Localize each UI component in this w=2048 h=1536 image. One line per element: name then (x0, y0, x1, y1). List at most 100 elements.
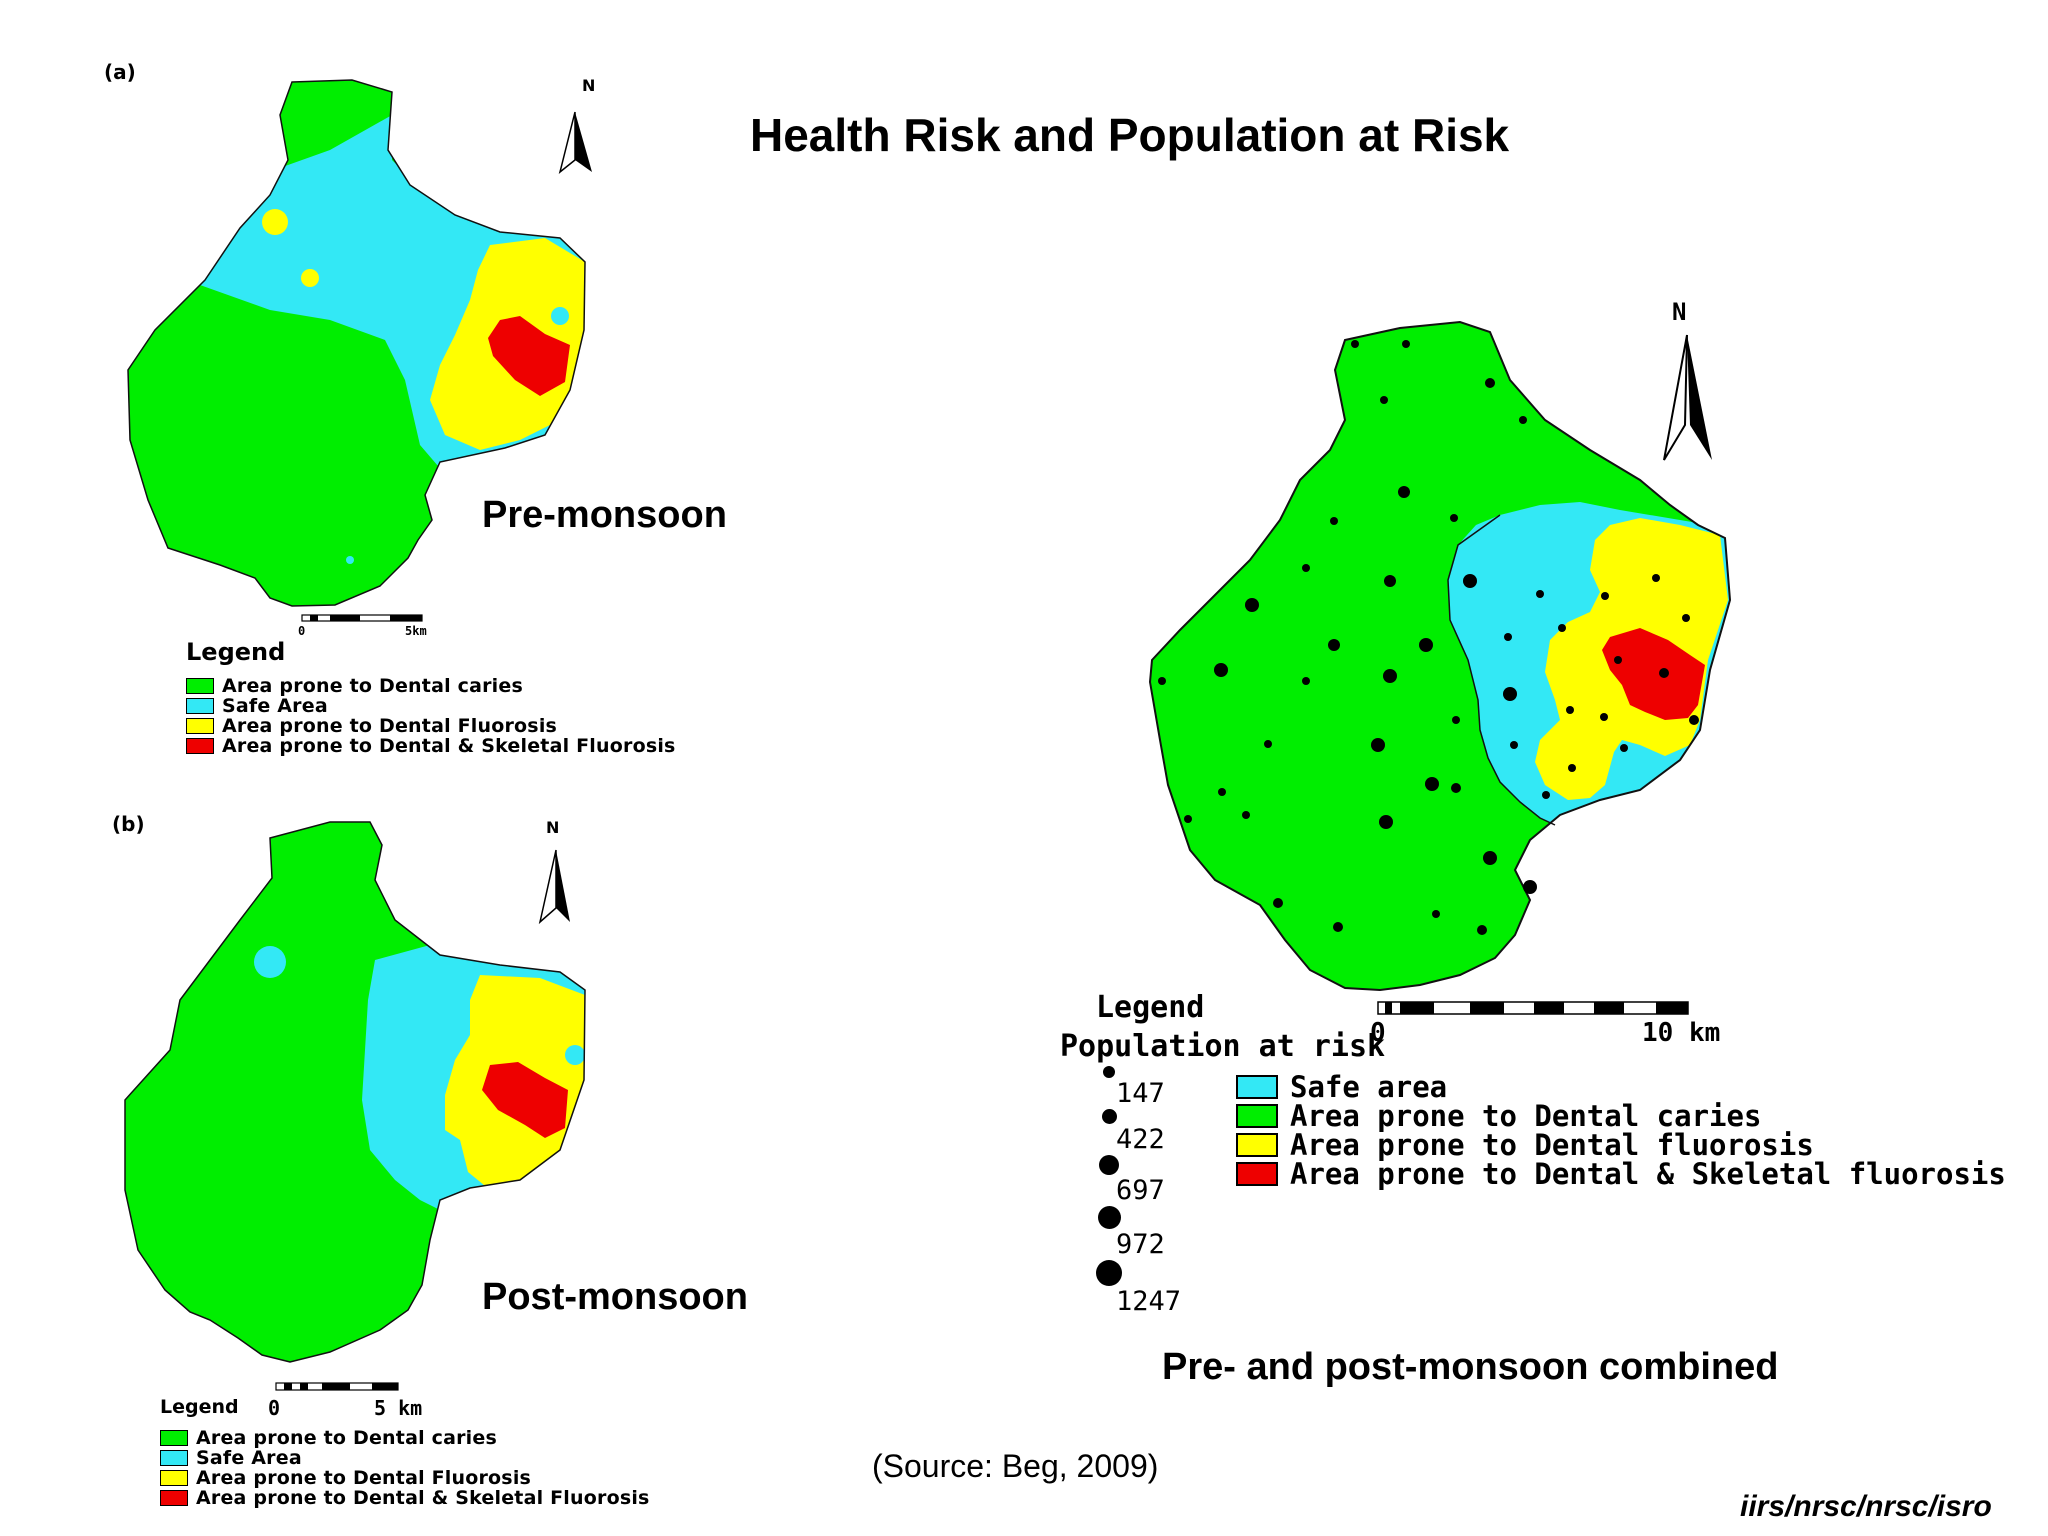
population-dot (1273, 898, 1283, 908)
population-dot (1503, 687, 1517, 701)
population-dot (1384, 575, 1396, 587)
map-a-fluorosis-patch (262, 209, 288, 235)
legend-label: Area prone to Dental Fluorosis (222, 715, 558, 737)
map-a-legend: Legend Area prone to Dental caries Safe … (186, 638, 676, 757)
panel-label-b: (b) (112, 812, 145, 836)
legend-label: Area prone to Dental Fluorosis (196, 1467, 532, 1489)
combined-safe-boundary (1447, 514, 1556, 826)
population-dot (1302, 564, 1310, 572)
population-dot (1302, 677, 1310, 685)
map-b-legend-title: Legend (160, 1396, 239, 1418)
population-dot (1328, 639, 1340, 651)
combined-outline (1148, 320, 1732, 992)
population-dot (1380, 396, 1388, 404)
population-dot (1558, 624, 1566, 632)
combined-legend-subtitle: Population at risk (1060, 1029, 1386, 1064)
category-legend-item: Safe area (1236, 1069, 2006, 1104)
population-legend-item: 972 (1096, 1206, 1181, 1260)
population-dot (1519, 416, 1527, 424)
category-legend-item: Area prone to Dental caries (1236, 1099, 2006, 1133)
swatch-skeletal (186, 738, 214, 754)
population-dot (1601, 592, 1609, 600)
credit-footer: iirs/nrsc/nrsc/isro (1740, 1490, 1992, 1523)
map-a-fluorosis-patch (301, 269, 319, 287)
population-dot (1614, 656, 1622, 664)
category-legend-item: Area prone to Dental fluorosis (1236, 1128, 2006, 1162)
population-legend-item: 697 (1096, 1155, 1181, 1206)
population-dot-697 (1099, 1155, 1119, 1175)
population-dot (1425, 777, 1439, 791)
population-value: 147 (1116, 1078, 1165, 1109)
map-b-legend: Legend Area prone to Dental caries Safe … (160, 1396, 650, 1509)
population-dot (1379, 815, 1393, 829)
combined-category-legend: Safe area Area prone to Dental caries Ar… (1236, 1069, 2006, 1191)
combined-scale-bar (1377, 1001, 1689, 1015)
map-a-outline (127, 79, 586, 607)
category-legend-item: Area prone to Dental & Skeletal fluorosi… (1236, 1156, 2006, 1191)
map-a-legend-item: Area prone to Dental & Skeletal Fluorosi… (186, 735, 676, 757)
combined-legend-title: Legend (1096, 990, 1205, 1025)
map-a-legend-title: Legend (186, 638, 286, 666)
legend-label: Area prone to Dental caries (222, 675, 523, 697)
map-b-north-label: N (546, 818, 560, 837)
swatch-fluorosis (1236, 1132, 1278, 1157)
combined-skeletal-zone (1602, 628, 1705, 720)
population-dot (1184, 815, 1192, 823)
population-value: 422 (1116, 1124, 1165, 1155)
swatch-safe (160, 1450, 188, 1466)
swatch-caries (160, 1430, 188, 1446)
map-b-scale-start: 0 (268, 1396, 281, 1420)
population-dot (1432, 910, 1440, 918)
swatch-caries (186, 678, 214, 694)
population-value: 697 (1116, 1175, 1165, 1206)
population-dot (1523, 880, 1537, 894)
legend-label: Safe Area (222, 695, 328, 717)
map-a-north-arrow (558, 111, 592, 174)
population-dot (1659, 668, 1669, 678)
population-legend-item: 147 (1096, 1066, 1181, 1109)
category-label: Safe area (1290, 1069, 1448, 1104)
legend-label: Area prone to Dental & Skeletal Fluorosi… (222, 735, 676, 757)
map-b-north-arrow (538, 849, 570, 925)
map-a-legend-item: Safe Area (186, 695, 676, 717)
map-a-pre-monsoon (127, 79, 592, 622)
population-dot (1652, 574, 1660, 582)
map-a-north-label: N (582, 76, 596, 95)
swatch-skeletal (1236, 1161, 1278, 1186)
map-b-scale-bar (275, 1382, 399, 1391)
map-b-outline (124, 821, 586, 1363)
legend-label: Safe Area (196, 1447, 302, 1469)
swatch-safe (186, 698, 214, 714)
map-b-safe-patch (565, 1045, 585, 1065)
combined-population-dots (1158, 340, 1699, 935)
map-a-safe-patch (346, 556, 354, 564)
population-dot (1568, 764, 1576, 772)
map-a-scale-start: 0 (298, 624, 306, 638)
map-b-scale-end: 5 km (374, 1396, 423, 1420)
map-b-legend-item: Area prone to Dental & Skeletal Fluorosi… (160, 1487, 650, 1509)
map-b-skeletal-zone (482, 1062, 568, 1138)
population-dot-1247 (1096, 1260, 1122, 1286)
swatch-caries (1236, 1103, 1278, 1128)
population-dot (1485, 378, 1495, 388)
map-b-safe-patch (254, 946, 286, 978)
swatch-fluorosis (186, 718, 214, 734)
source-citation: (Source: Beg, 2009) (872, 1448, 1159, 1484)
population-dot (1398, 486, 1410, 498)
category-label: Area prone to Dental & Skeletal fluorosi… (1290, 1156, 2006, 1191)
population-dot (1542, 791, 1550, 799)
population-dot (1463, 574, 1477, 588)
population-dot-147 (1103, 1066, 1115, 1078)
population-dot (1620, 744, 1628, 752)
population-dot (1422, 642, 1430, 650)
map-a-safe-patch (551, 307, 569, 325)
population-dot (1566, 706, 1574, 714)
map-a-skeletal-zone (488, 316, 570, 396)
map-b-post-monsoon (124, 821, 586, 1391)
population-value: 972 (1116, 1229, 1165, 1260)
map-combined (1148, 320, 1732, 1015)
population-value: 1247 (1116, 1286, 1182, 1317)
combined-north-arrow (1663, 334, 1712, 461)
population-dot (1682, 614, 1690, 622)
population-legend-item: 1247 (1096, 1260, 1181, 1317)
